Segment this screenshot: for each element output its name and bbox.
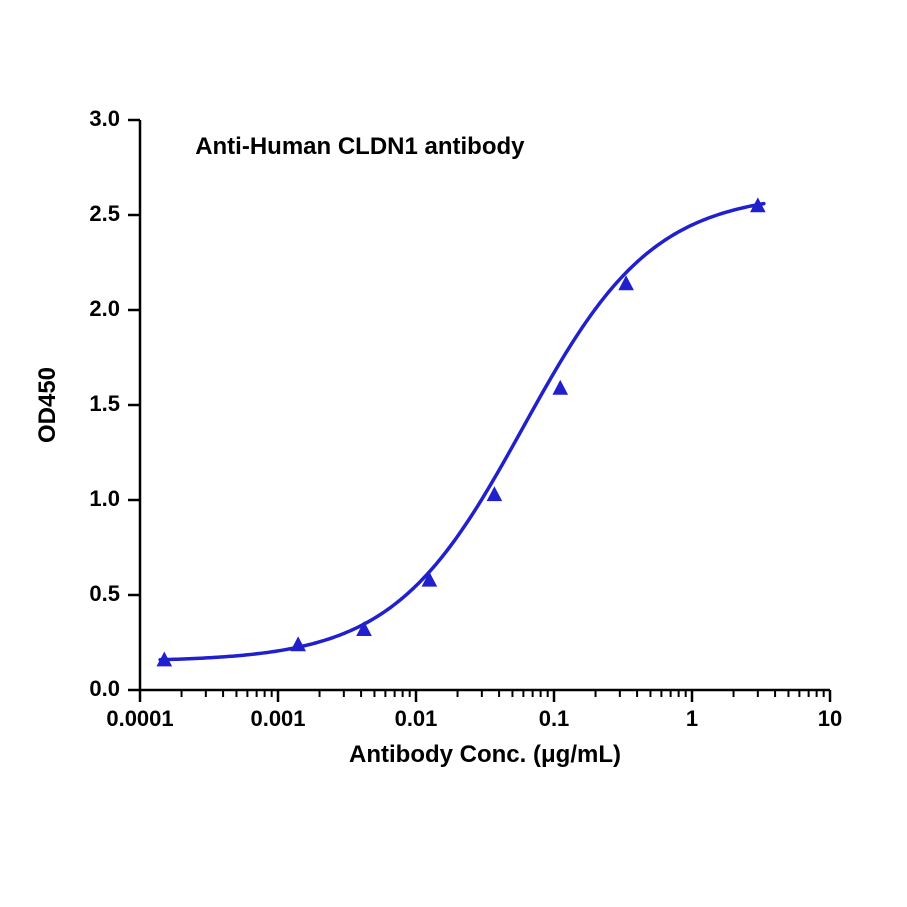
- dose-response-chart: 0.0 0.5 1.0 1.5 2.0 2.5 3.0 0.0001 0.001 0.01 0.1 1…: [0, 0, 907, 907]
- y-tick-label: 0.5: [89, 581, 120, 606]
- x-tick-label: 0.01: [395, 706, 438, 731]
- x-tick-label: 0.1: [539, 706, 570, 731]
- y-axis-label: OD450: [34, 367, 61, 443]
- y-tick-label: 2.5: [89, 201, 120, 226]
- y-tick-label: 1.0: [89, 486, 120, 511]
- y-tick-label: 1.5: [89, 391, 120, 416]
- x-tick-label: 0.0001: [106, 706, 173, 731]
- x-axis-label: Antibody Conc. (μg/mL): [349, 741, 621, 768]
- y-tick-label: 2.0: [89, 296, 120, 321]
- y-tick-label: 0.0: [89, 676, 120, 701]
- x-tick-label: 1: [686, 706, 698, 731]
- chart-container: 0.0 0.5 1.0 1.5 2.0 2.5 3.0 0.0001 0.001 0.01 0.1 1…: [0, 0, 907, 907]
- x-tick-label: 10: [818, 706, 842, 731]
- x-tick-label: 0.001: [250, 706, 305, 731]
- chart-title: Anti-Human CLDN1 antibody: [195, 133, 525, 160]
- y-tick-label: 3.0: [89, 106, 120, 131]
